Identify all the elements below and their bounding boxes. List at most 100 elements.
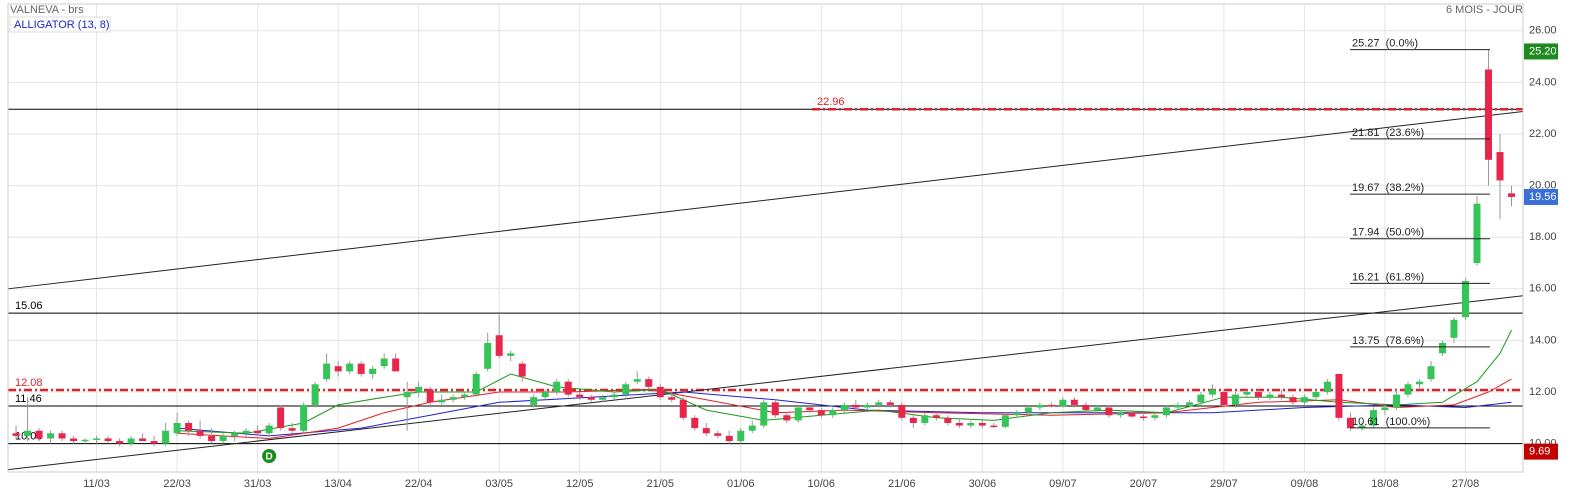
candle-body [553, 381, 561, 393]
x-tick-label: 22/04 [405, 478, 433, 490]
candle-body [231, 433, 239, 436]
fib-label: 13.75 (78.6%) [1352, 335, 1424, 347]
candle-body [47, 433, 55, 439]
x-tick-label: 01/06 [727, 478, 755, 490]
candle-body [1220, 392, 1228, 405]
marker [262, 449, 277, 463]
candle-body [1243, 392, 1251, 395]
candle-body [346, 363, 354, 372]
fib-label: 17.94 (50.0%) [1352, 227, 1424, 239]
candle-body [1059, 399, 1067, 407]
candle-body [139, 438, 147, 442]
level-label: 22.96 [817, 96, 845, 108]
x-tick-label: 10/06 [808, 478, 836, 490]
candle-body [702, 428, 710, 434]
candle-body [1484, 69, 1492, 160]
candle-body [921, 415, 929, 423]
candle-body [196, 430, 204, 436]
price-tag [1524, 443, 1558, 460]
candle-body [1496, 152, 1504, 181]
candle-body [656, 386, 664, 398]
candle-body [1404, 384, 1412, 395]
candle-body [24, 430, 32, 436]
candle-body [1162, 407, 1170, 416]
y-tick-label: 22.00 [1529, 128, 1557, 140]
candle-body [587, 397, 595, 400]
candle-body [1346, 417, 1354, 429]
candle-body [875, 402, 883, 405]
candle-body [70, 438, 78, 442]
candle-body [507, 353, 515, 356]
candle-body [1473, 203, 1481, 264]
x-tick-label: 21/06 [888, 478, 916, 490]
candle-body [955, 422, 963, 426]
candle-body [403, 392, 411, 398]
candle-body [1105, 407, 1113, 416]
candle-body [1300, 397, 1308, 403]
y-tick-label: 16.00 [1529, 283, 1557, 295]
candle-body [150, 441, 158, 444]
candle-body [369, 368, 377, 374]
candle-body [679, 399, 687, 418]
x-tick-label: 11/03 [83, 478, 110, 490]
candle-body [127, 438, 135, 444]
candle-body [1001, 415, 1009, 427]
candle-body [242, 430, 250, 434]
candle-body [576, 394, 584, 398]
candle-body [817, 410, 825, 416]
candle-body [840, 404, 848, 411]
candle-body [909, 417, 917, 423]
candle-body [116, 441, 124, 444]
candle-body [829, 410, 837, 416]
x-tick-label: 09/08 [1291, 478, 1319, 490]
price-tag-label: 19.56 [1529, 191, 1557, 203]
fib-label: 25.27 (0.0%) [1352, 38, 1418, 50]
candle-body [495, 335, 503, 356]
candle-body [967, 422, 975, 426]
fib-label: 21.81 (23.6%) [1352, 127, 1424, 139]
candle-body [1185, 402, 1193, 405]
x-tick-label: 18/08 [1371, 478, 1399, 490]
candle-body [357, 363, 365, 374]
candle-body [1312, 392, 1320, 398]
candle-body [173, 422, 181, 434]
candle-body [748, 425, 756, 431]
candle-body [1116, 412, 1124, 416]
fib-label: 19.67 (38.2%) [1352, 182, 1424, 194]
chart-title: VALNEVA - brs [10, 4, 84, 16]
x-tick-label: 12/05 [566, 478, 594, 490]
candle-body [1415, 381, 1423, 385]
candle-body [530, 397, 538, 405]
candle-body [300, 404, 308, 431]
candle-body [58, 433, 66, 439]
candle-body [783, 415, 791, 421]
price-tag [1524, 188, 1558, 205]
price-tag [1524, 43, 1558, 60]
y-tick-label: 20.00 [1529, 180, 1557, 192]
candle-body [1392, 394, 1400, 408]
candle-body [645, 379, 653, 387]
candle-body [254, 430, 262, 434]
candle-body [104, 438, 112, 442]
candle-body [1369, 410, 1377, 426]
trendline [7, 295, 1524, 471]
price-tag-label: 25.20 [1529, 45, 1557, 57]
candle-body [1197, 394, 1205, 403]
candle-body [1070, 399, 1078, 405]
alligator-line [177, 391, 1512, 437]
candle-body [1289, 397, 1297, 403]
candle-body [863, 404, 871, 408]
candle-body [311, 384, 319, 405]
candle-body [668, 397, 676, 400]
candle-body [1266, 394, 1274, 398]
candle-body [1254, 392, 1262, 398]
candle-body [81, 439, 89, 442]
x-tick-label: 13/04 [324, 478, 352, 490]
x-tick-label: 30/06 [969, 478, 997, 490]
candle-body [472, 373, 480, 395]
candle-body [1461, 281, 1469, 318]
x-tick-label: 03/05 [485, 478, 513, 490]
candle-body [610, 394, 618, 398]
